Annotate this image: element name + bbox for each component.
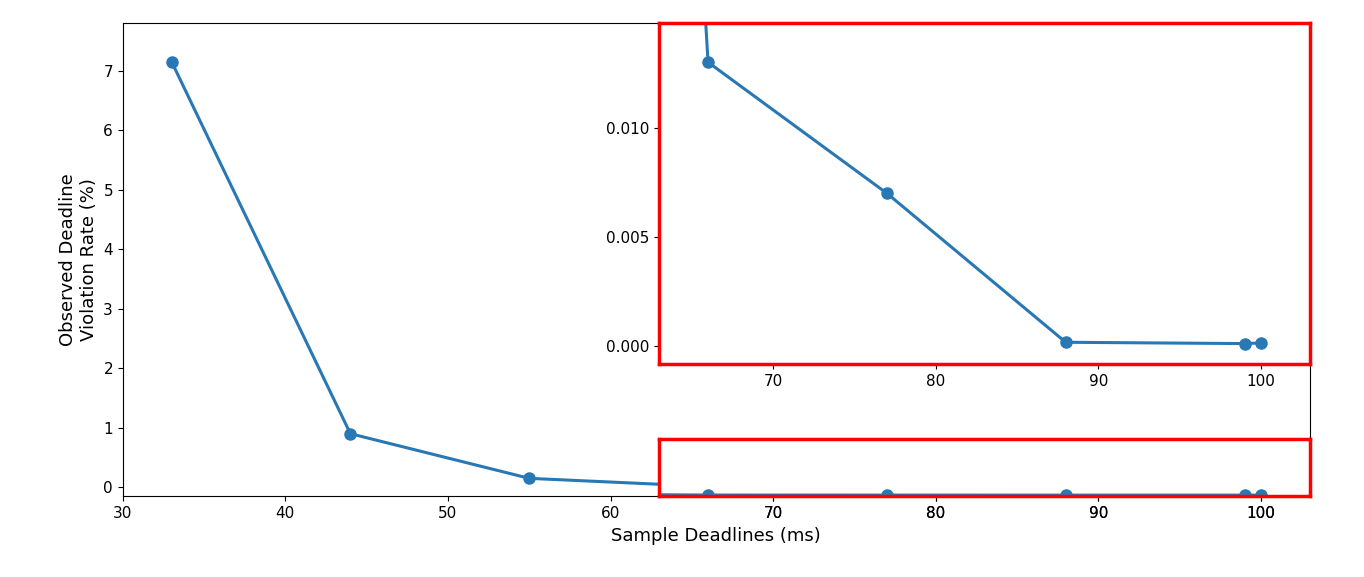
X-axis label: Sample Deadlines (ms): Sample Deadlines (ms) [611, 526, 821, 545]
Y-axis label: Observed Deadline
Violation Rate (%): Observed Deadline Violation Rate (%) [59, 173, 98, 346]
